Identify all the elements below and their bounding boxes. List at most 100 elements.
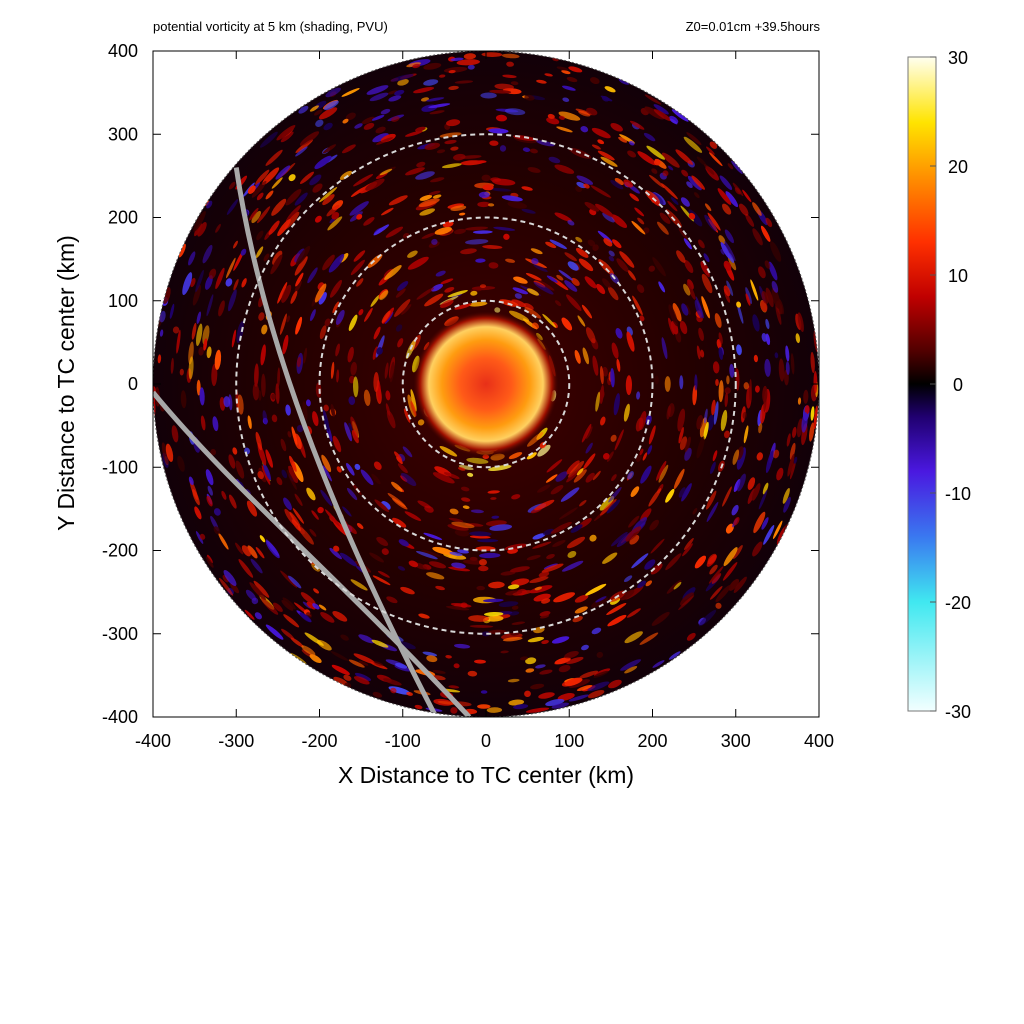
pv-filament [410, 401, 417, 417]
pv-filament [280, 438, 287, 452]
pv-filament [292, 508, 304, 524]
pv-filament [385, 226, 404, 238]
pv-filament [686, 181, 693, 189]
pv-filament [447, 524, 469, 531]
pv-filament [322, 194, 335, 206]
pv-filament [265, 539, 280, 557]
pv-filament [553, 592, 576, 603]
pv-filament [314, 109, 323, 116]
pv-filament [501, 53, 520, 59]
pv-filament [502, 74, 517, 78]
pv-filament [597, 139, 605, 145]
pv-filament [778, 358, 785, 382]
pv-filament [541, 563, 564, 573]
pv-filament [648, 488, 662, 507]
pv-filament [305, 399, 311, 407]
pv-filament [534, 278, 555, 291]
pv-filament [608, 250, 615, 257]
pv-filament [363, 389, 371, 406]
pv-filament [612, 239, 622, 249]
pv-filament [372, 133, 389, 143]
pv-filament [795, 333, 801, 344]
run-info-label: Z0=0.01cm +39.5hours [685, 19, 820, 34]
pv-filament [384, 362, 389, 379]
pv-filament [206, 554, 213, 564]
pv-filament [625, 526, 642, 542]
pv-filament [299, 612, 312, 623]
pv-filament [416, 550, 438, 560]
pv-filament [468, 301, 488, 307]
pv-filament [511, 578, 530, 586]
pv-filament [360, 469, 374, 486]
pv-filament [736, 344, 742, 356]
pv-filament [347, 346, 354, 363]
pv-filament [379, 168, 393, 176]
pv-filament [611, 474, 617, 482]
pv-filament [246, 500, 258, 517]
pv-filament [508, 452, 523, 460]
pv-filament [200, 415, 206, 431]
pv-filament [696, 414, 704, 430]
pv-filament [343, 674, 352, 681]
pv-filament [722, 203, 732, 215]
pv-filament [205, 556, 214, 568]
pv-filament [259, 131, 278, 148]
pv-filament [387, 90, 398, 95]
pv-filament [785, 345, 790, 362]
pv-filament [238, 559, 254, 578]
pv-filament [768, 261, 778, 281]
x-tick-label: 100 [554, 731, 584, 751]
pv-filament [210, 448, 217, 456]
pv-filament [694, 555, 707, 569]
pv-filament [597, 150, 615, 161]
pv-filament [363, 122, 375, 130]
pv-filament [625, 375, 633, 396]
pv-filament [602, 212, 615, 223]
pv-filament [698, 239, 705, 249]
pv-filament [667, 200, 678, 212]
pv-filament [637, 151, 657, 166]
pv-filament [221, 490, 227, 500]
pv-filament [275, 165, 291, 180]
pv-filament [580, 126, 589, 133]
pv-filament [400, 586, 415, 595]
pv-filament [628, 140, 635, 146]
pv-filament [558, 115, 565, 120]
pv-filament [304, 632, 324, 646]
pv-filament [526, 452, 537, 460]
pv-filament [611, 531, 628, 547]
pv-filament [340, 634, 349, 641]
pv-filament [581, 644, 589, 651]
pv-filament [314, 215, 322, 223]
pv-filament [376, 536, 389, 547]
pv-filament [509, 566, 530, 573]
pv-filament [541, 598, 551, 604]
pv-filament [801, 412, 808, 433]
pv-filament [397, 338, 404, 348]
pv-filament [640, 465, 652, 484]
pv-filament [583, 453, 596, 470]
pv-filament [600, 416, 606, 426]
pv-filament [446, 119, 461, 127]
pv-filament [353, 250, 366, 262]
pv-filament [584, 201, 600, 212]
pv-filament [509, 310, 530, 322]
pv-filament [659, 212, 671, 224]
pv-filament [787, 453, 795, 477]
pv-filament [394, 89, 405, 96]
y-axis-label: Y Distance to TC center (km) [53, 235, 79, 531]
pv-filament [758, 266, 766, 279]
pv-filament [521, 208, 536, 214]
pv-filament [677, 408, 686, 432]
pv-filament [295, 272, 304, 287]
pv-filament [626, 331, 635, 352]
pv-filament [429, 110, 445, 115]
pv-filament [566, 76, 578, 83]
pv-filament [535, 664, 546, 669]
pv-filament [332, 301, 339, 314]
pv-filament [253, 580, 270, 598]
pv-filament [761, 517, 769, 530]
pv-filament [566, 656, 584, 665]
pv-filament [506, 61, 514, 67]
pv-filament [315, 119, 324, 127]
